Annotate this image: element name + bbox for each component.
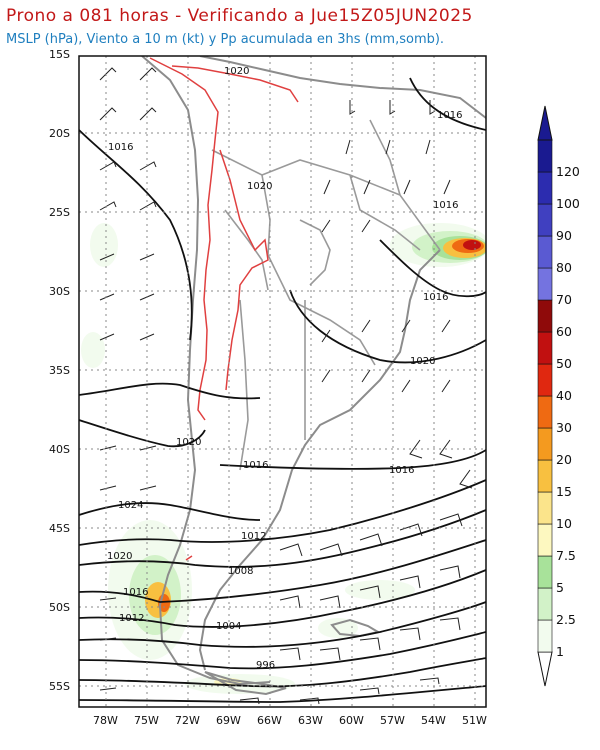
lon-tick-label: 72W bbox=[175, 714, 200, 727]
colorbar-band bbox=[537, 331, 553, 365]
colorbar-band bbox=[537, 299, 553, 333]
lon-tick-label: 78W bbox=[93, 714, 118, 727]
precipitation-colorbar: 1 2.5 5 7.5 10 15 20 30 40 50 60 70 80 90 100 120 bbox=[537, 105, 580, 687]
isobar-label: 1020 bbox=[247, 181, 272, 192]
colorbar-band bbox=[537, 395, 553, 429]
lon-tick-label: 51W bbox=[462, 714, 487, 727]
precipitation-shading bbox=[81, 223, 486, 694]
isobar-label: 1016 bbox=[433, 200, 458, 211]
isobar-label: 1008 bbox=[228, 566, 253, 577]
lat-tick-label: 45S bbox=[49, 522, 70, 535]
colorbar-level-label: 20 bbox=[556, 452, 572, 467]
lat-tick-label: 55S bbox=[49, 680, 70, 693]
lat-tick-label: 35S bbox=[49, 364, 70, 377]
colorbar-band bbox=[537, 523, 553, 557]
lon-tick-label: 69W bbox=[216, 714, 241, 727]
colorbar-band bbox=[537, 363, 553, 397]
colorbar-band bbox=[537, 139, 553, 173]
lat-tick-label: 15S bbox=[49, 48, 70, 61]
isobar-label: 1020 bbox=[176, 437, 201, 448]
lon-tick-label: 63W bbox=[298, 714, 323, 727]
lat-tick-label: 25S bbox=[49, 206, 70, 219]
latitude-ticks: 15S 20S 25S 30S 35S 40S 45S 50S 55S bbox=[49, 48, 70, 693]
lon-tick-label: 75W bbox=[134, 714, 159, 727]
lat-tick-label: 50S bbox=[49, 601, 70, 614]
isobar-label: 1016 bbox=[243, 460, 268, 471]
colorbar-band bbox=[537, 587, 553, 621]
colorbar-level-label: 90 bbox=[556, 228, 572, 243]
isobars bbox=[79, 77, 486, 703]
isobar-label: 1020 bbox=[410, 356, 435, 367]
colorbar-level-label: 2.5 bbox=[556, 612, 576, 627]
colorbar-level-label: 1 bbox=[556, 644, 564, 659]
isobar-label: 1012 bbox=[241, 531, 266, 542]
colorbar-band bbox=[537, 235, 553, 269]
topography-contour bbox=[149, 57, 299, 561]
map-frame bbox=[78, 55, 487, 708]
colorbar-band bbox=[537, 459, 553, 493]
lon-tick-label: 54W bbox=[421, 714, 446, 727]
lat-tick-label: 20S bbox=[49, 127, 70, 140]
colorbar-band bbox=[537, 203, 553, 237]
colorbar-band bbox=[537, 427, 553, 461]
wind-barbs bbox=[99, 67, 473, 705]
colorbar-max-arrow bbox=[537, 105, 553, 141]
colorbar-level-label: 80 bbox=[556, 260, 572, 275]
colorbar-level-label: 50 bbox=[556, 356, 572, 371]
map-subtitle: MSLP (hPa), Viento a 10 m (kt) y Pp acum… bbox=[6, 32, 445, 47]
isobar-label: 1016 bbox=[108, 142, 133, 153]
map-title: Prono a 081 horas - Verificando a Jue15Z… bbox=[6, 6, 473, 26]
isobar-label: 1016 bbox=[389, 465, 414, 476]
longitude-ticks: 78W 75W 72W 69W 66W 63W 60W 57W 54W 51W bbox=[93, 714, 487, 727]
isobar-label: 1012 bbox=[119, 613, 144, 624]
isobar-label: 1020 bbox=[107, 551, 132, 562]
colorbar-level-label: 15 bbox=[556, 484, 572, 499]
lon-tick-label: 57W bbox=[380, 714, 405, 727]
colorbar-level-label: 5 bbox=[556, 580, 564, 595]
isobar-label: 1016 bbox=[123, 587, 148, 598]
colorbar-band bbox=[537, 555, 553, 589]
colorbar-band bbox=[537, 267, 553, 301]
lat-tick-label: 30S bbox=[49, 285, 70, 298]
isobar-label: 1016 bbox=[437, 110, 462, 121]
isobar-label: 996 bbox=[256, 660, 275, 671]
isobar-label: 1024 bbox=[118, 500, 143, 511]
isobar-label: 1004 bbox=[216, 621, 241, 632]
colorbar-level-label: 70 bbox=[556, 292, 572, 307]
colorbar-level-label: 30 bbox=[556, 420, 572, 435]
isobar-label: 1016 bbox=[423, 292, 448, 303]
colorbar-level-label: 7.5 bbox=[556, 548, 576, 563]
isobar-label: 1020 bbox=[224, 66, 249, 77]
lat-tick-label: 40S bbox=[49, 443, 70, 456]
map-gridlines bbox=[79, 56, 486, 707]
isobar-labels: 1020 1016 1016 1020 1016 1016 1020 1020 … bbox=[107, 66, 462, 671]
colorbar-min-arrow bbox=[537, 651, 553, 687]
colorbar-level-label: 60 bbox=[556, 324, 572, 339]
colorbar-level-label: 10 bbox=[556, 516, 572, 531]
colorbar-band bbox=[537, 619, 553, 653]
colorbar-level-label: 100 bbox=[556, 196, 580, 211]
lon-tick-label: 60W bbox=[339, 714, 364, 727]
lon-tick-label: 66W bbox=[257, 714, 282, 727]
colorbar-level-label: 40 bbox=[556, 388, 572, 403]
colorbar-band bbox=[537, 171, 553, 205]
colorbar-band bbox=[537, 491, 553, 525]
colorbar-level-label: 120 bbox=[556, 164, 580, 179]
